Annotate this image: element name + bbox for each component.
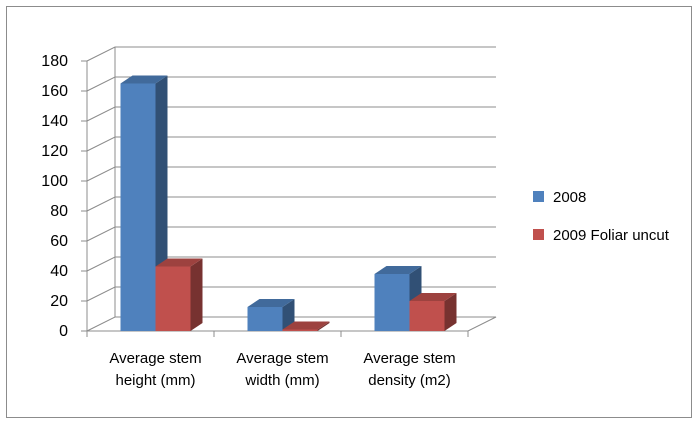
y-tick-label: 180 xyxy=(41,53,68,70)
y-tick-label: 100 xyxy=(41,173,68,190)
legend-label: 2008 xyxy=(553,189,586,206)
gridline xyxy=(86,196,496,212)
bar-top xyxy=(282,321,330,330)
y-tick-label: 160 xyxy=(41,83,68,100)
legend-item: 2008 xyxy=(533,189,586,206)
bar-front xyxy=(247,307,283,331)
bars xyxy=(120,75,457,331)
gridline xyxy=(86,136,496,152)
bar-top xyxy=(247,299,295,307)
y-tick-label: 0 xyxy=(59,323,68,340)
bar-side xyxy=(190,258,203,331)
gridline xyxy=(86,76,496,92)
bar-front xyxy=(409,301,445,331)
bar-2009-foliar-uncut-1 xyxy=(282,321,330,331)
bar-top xyxy=(120,75,168,84)
gridline xyxy=(86,106,496,122)
bar-side xyxy=(317,321,330,331)
bar-side xyxy=(282,299,295,331)
bar-top xyxy=(374,266,422,274)
legend-item: 2009 Foliar uncut xyxy=(533,227,670,244)
legend-swatch xyxy=(533,229,544,240)
y-tick-label: 40 xyxy=(50,263,68,280)
category-label: Average stem xyxy=(109,350,201,367)
bar-2008-0 xyxy=(120,75,168,331)
bar-top xyxy=(409,293,457,301)
category-label: width (mm) xyxy=(244,372,319,389)
legend-swatch xyxy=(533,191,544,202)
legend-label: 2009 Foliar uncut xyxy=(553,227,670,244)
bar-front xyxy=(282,329,318,331)
y-tick-label: 80 xyxy=(50,203,68,220)
category-label: height (mm) xyxy=(115,372,195,389)
bar-2009-foliar-uncut-0 xyxy=(155,258,203,331)
legend: 2008 2009 Foliar uncut xyxy=(533,189,670,244)
gridline xyxy=(86,256,496,272)
category-label: Average stem xyxy=(236,350,328,367)
bar-front xyxy=(374,274,410,331)
gridline xyxy=(86,46,496,62)
gridlines xyxy=(86,46,496,302)
bar-side xyxy=(444,293,457,331)
y-axis-ticks: 0 20 40 60 80 100 120 140 160 180 xyxy=(41,53,87,340)
gridline xyxy=(86,286,496,302)
y-tick-label: 20 xyxy=(50,293,68,310)
y-tick-label: 120 xyxy=(41,143,68,160)
bar-front xyxy=(155,266,191,331)
bar-2009-foliar-uncut-2 xyxy=(409,293,457,331)
y-tick-label: 60 xyxy=(50,233,68,250)
category-label: density (m2) xyxy=(368,372,451,389)
bar-2008-1 xyxy=(247,299,295,331)
bar-top xyxy=(155,258,203,267)
y-tick-label: 140 xyxy=(41,113,68,130)
gridline xyxy=(86,226,496,242)
x-axis-categories: Average stem height (mm) Average stem width… xyxy=(86,331,469,389)
gridline xyxy=(86,166,496,182)
bar-front xyxy=(120,83,156,331)
chart-frame xyxy=(6,6,692,418)
category-label: Average stem xyxy=(363,350,455,367)
